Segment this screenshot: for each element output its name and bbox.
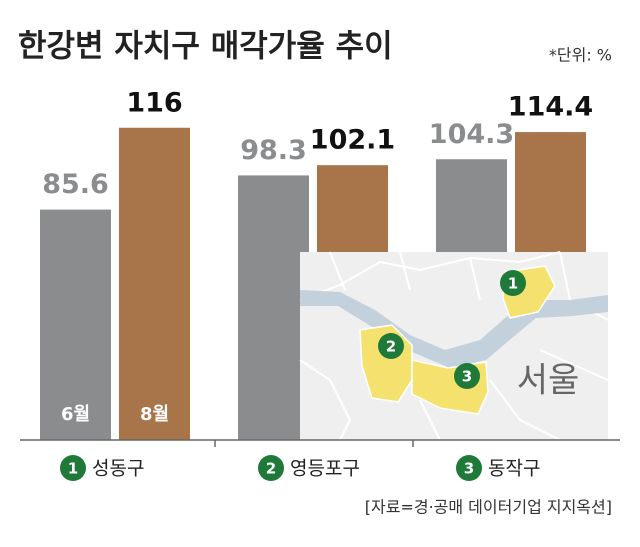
category-number: 1 (68, 460, 78, 478)
category-number: 2 (266, 460, 276, 478)
unit-note: *단위: % (549, 46, 612, 65)
source-note: [자료=경·공매 데이터기업 지지옥션] (365, 498, 612, 517)
category-marker (456, 455, 482, 481)
category-marker (60, 455, 86, 481)
value-label: 98.3 (240, 135, 307, 166)
bar (238, 175, 309, 440)
value-label: 85.6 (42, 169, 109, 200)
value-label: 102.1 (310, 125, 395, 156)
map-marker (500, 270, 526, 296)
bar (40, 209, 111, 440)
x-tick-label: 성동구 (92, 458, 144, 480)
chart-title: 한강변 자치구 매각가율 추이 (18, 29, 393, 65)
category-marker (258, 455, 284, 481)
map-marker-number: 3 (462, 368, 472, 386)
map-marker-number: 2 (386, 338, 396, 356)
legend-label: 6월 (61, 404, 90, 425)
legend-label: 8월 (140, 404, 169, 425)
value-label: 116 (126, 87, 182, 118)
x-tick-label: 동작구 (488, 458, 540, 480)
category-number: 3 (464, 460, 474, 478)
map-inset: 1 2 3 서울 (299, 251, 609, 441)
map-label: 서울 (517, 361, 580, 401)
value-label: 114.4 (508, 92, 593, 123)
x-tick-label: 영등포구 (290, 458, 360, 480)
bar (119, 127, 190, 441)
map-marker (378, 333, 404, 359)
map-marker (454, 363, 480, 389)
value-label: 104.3 (429, 119, 514, 150)
map-marker-number: 1 (508, 275, 518, 293)
district-lines (299, 251, 609, 441)
